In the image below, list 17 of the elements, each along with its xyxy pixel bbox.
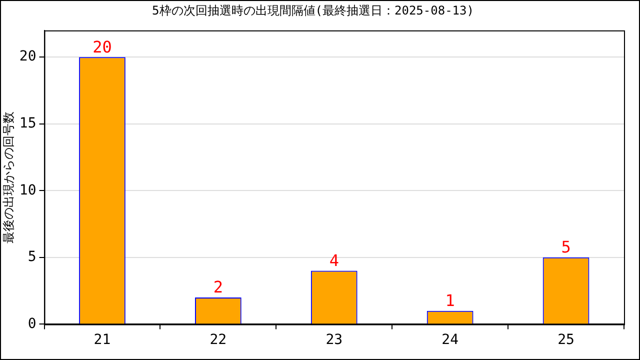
data-label: 2: [213, 278, 223, 297]
data-label: 5: [561, 238, 571, 257]
y-tick-label: 0: [28, 316, 36, 332]
y-tick-label: 10: [19, 182, 36, 198]
y-tick-label: 15: [19, 116, 36, 132]
data-label: 4: [329, 250, 339, 270]
x-tick-label: 21: [94, 332, 111, 348]
data-label: 20: [92, 37, 112, 56]
y-axis-title: 最後の出現からの回号数: [1, 111, 16, 244]
y-tick-label: 20: [19, 48, 36, 65]
x-tick-label: 23: [326, 332, 343, 348]
data-label: 1: [445, 291, 455, 310]
y-tick-label: 5: [28, 249, 36, 266]
chart-title: 5枠の次回抽選時の出現間隔値(最終抽選日：2025-08-13): [152, 3, 474, 18]
x-tick-label: 25: [558, 332, 574, 348]
x-tick-label: 22: [210, 332, 227, 348]
x-tick-label: 24: [442, 332, 459, 348]
